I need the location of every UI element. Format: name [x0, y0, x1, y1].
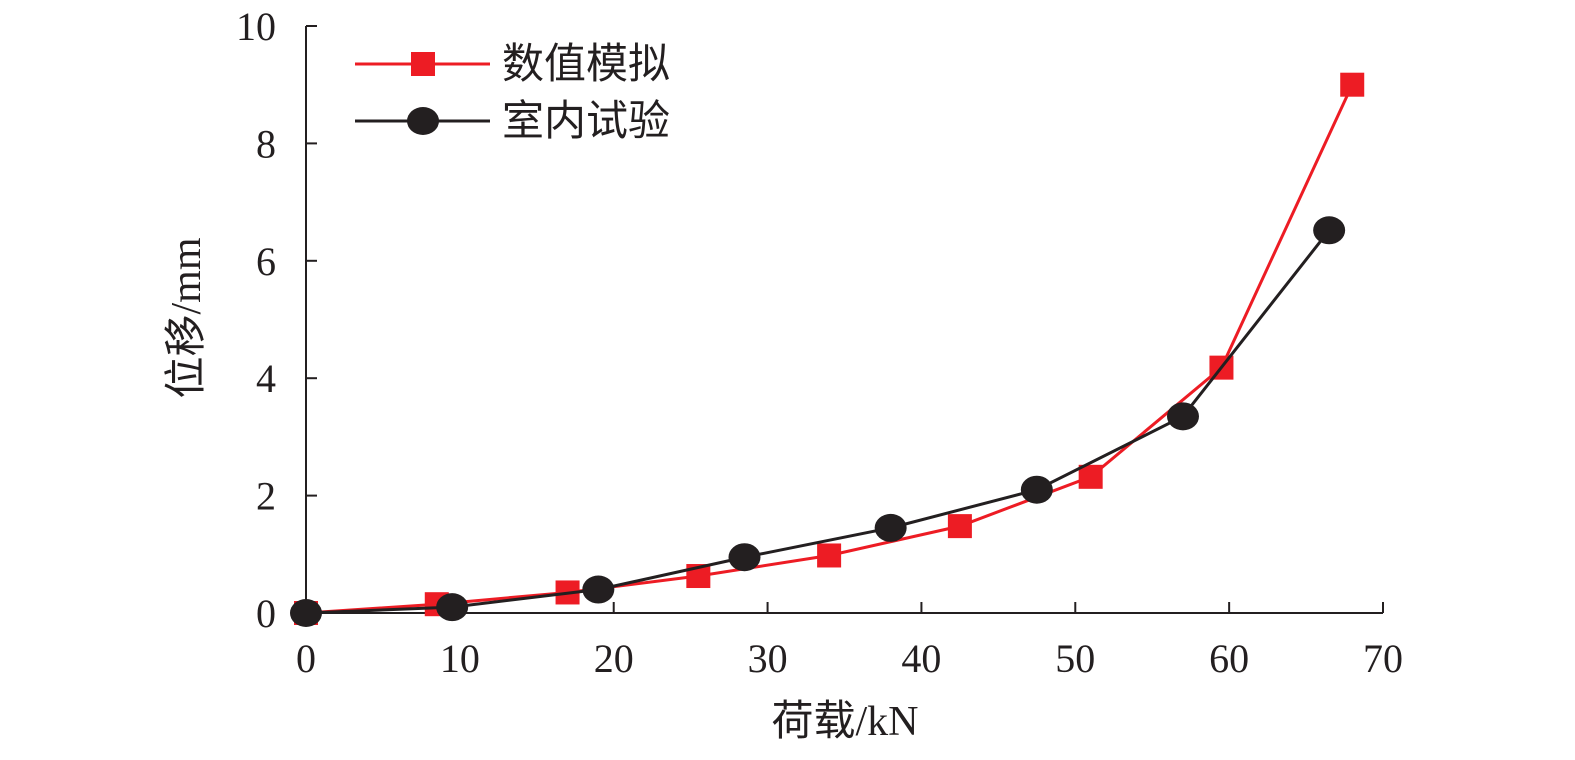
data-point-circle [728, 543, 761, 572]
x-tick-label: 30 [748, 636, 788, 681]
x-tick-label: 50 [1055, 636, 1095, 681]
legend-label: 室内试验 [502, 98, 670, 145]
data-point-square [817, 543, 842, 568]
y-tick-label: 0 [256, 591, 276, 636]
y-tick-label: 6 [256, 239, 276, 284]
legend-label: 数值模拟 [502, 42, 670, 88]
y-tick-label: 2 [256, 474, 276, 519]
y-tick-label: 4 [256, 356, 276, 401]
data-point-circle [582, 575, 615, 604]
data-point-circle [1166, 402, 1199, 431]
x-tick-label: 70 [1363, 636, 1403, 681]
data-point-square [1340, 72, 1365, 97]
x-axis-title: 荷载/kN [771, 699, 918, 745]
y-tick-label: 8 [256, 121, 276, 166]
y-tick-label: 10 [236, 4, 276, 49]
x-tick-label: 0 [296, 636, 316, 681]
legend-item: 数值模拟 [355, 42, 670, 88]
data-point-square [1078, 464, 1103, 489]
y-axis-title: 位移/mm [163, 237, 210, 398]
legend-marker-square [411, 52, 435, 76]
series-line [305, 229, 1331, 615]
data-point-square [947, 514, 972, 539]
series-2 [290, 216, 1346, 627]
series-1 [294, 72, 1365, 625]
legend-marker-circle [407, 107, 439, 135]
data-point-circle [1313, 216, 1346, 245]
data-point-circle [1020, 475, 1053, 504]
x-tick-label: 40 [901, 636, 941, 681]
x-tick-label: 20 [594, 636, 634, 681]
data-point-circle [874, 513, 907, 542]
series-layer [290, 72, 1365, 627]
series-line [305, 84, 1354, 615]
data-point-circle [436, 593, 469, 622]
x-tick-label: 60 [1209, 636, 1249, 681]
x-tick-label: 10 [440, 636, 480, 681]
data-point-circle [290, 599, 322, 627]
legend-item: 室内试验 [355, 98, 670, 145]
axes: 0 10 20 30 40 50 60 70 0 2 4 6 8 10 [236, 4, 1403, 681]
